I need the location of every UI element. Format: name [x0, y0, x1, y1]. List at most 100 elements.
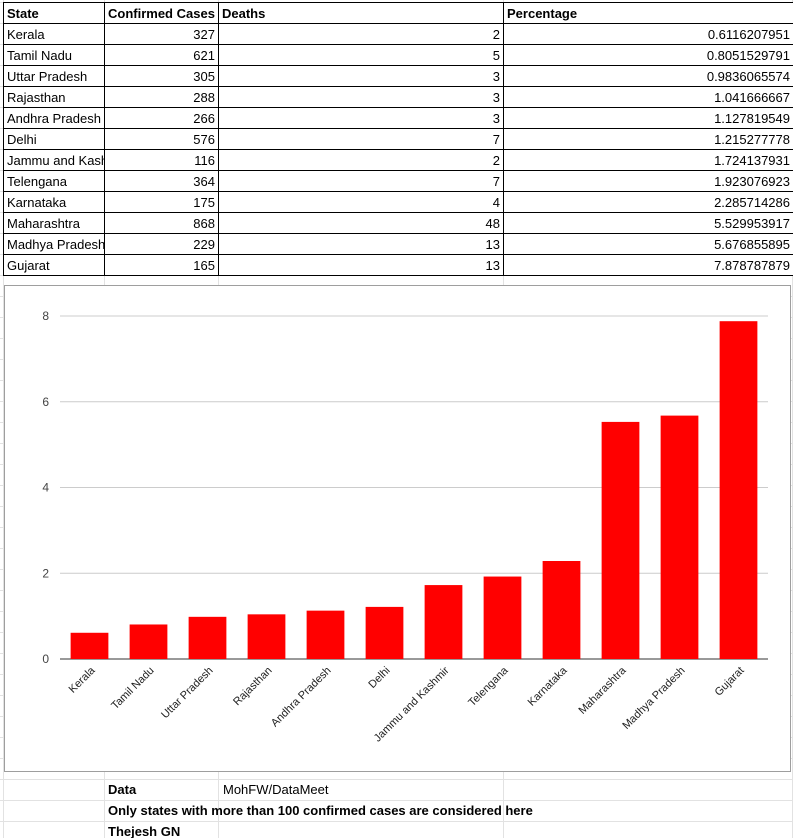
cell-state[interactable]: Andhra Pradesh — [3, 107, 105, 129]
data-label[interactable]: Data — [108, 782, 137, 797]
bar-chart[interactable]: 0 2 4 6 8 Kerala Tamil Nadu Uttar Pradesh Rajast… — [4, 285, 791, 772]
cell-confirmed[interactable]: 288 — [104, 86, 219, 108]
bar[interactable] — [542, 561, 581, 659]
grid-line — [3, 0, 4, 838]
table-row: Telengana 364 7 1.923076923 — [3, 170, 793, 192]
cell-percentage[interactable]: 2.285714286 — [503, 191, 793, 213]
cell-percentage[interactable]: 1.041666667 — [503, 86, 793, 108]
cell-deaths[interactable]: 13 — [218, 233, 504, 255]
cell-percentage[interactable]: 5.529953917 — [503, 212, 793, 234]
cell-percentage[interactable]: 1.724137931 — [503, 149, 793, 171]
table-row: Rajasthan 288 3 1.041666667 — [3, 86, 793, 108]
cell-percentage[interactable]: 1.127819549 — [503, 107, 793, 129]
footer-note-row: Only states with more than 100 confirmed… — [0, 800, 793, 821]
cell-deaths[interactable]: 3 — [218, 86, 504, 108]
grid-line — [0, 779, 793, 780]
y-tick-label: 4 — [42, 481, 49, 495]
footer-author-row: Thejesh GN — [0, 821, 793, 838]
header-deaths[interactable]: Deaths — [218, 2, 504, 24]
cell-deaths[interactable]: 7 — [218, 128, 504, 150]
bar[interactable] — [424, 585, 463, 659]
cell-confirmed[interactable]: 621 — [104, 44, 219, 66]
cell-state[interactable]: Uttar Pradesh — [3, 65, 105, 87]
x-tick-label: Andhra Pradesh — [269, 665, 334, 730]
cell-state[interactable]: Madhya Pradesh — [3, 233, 105, 255]
table-row: Delhi 576 7 1.215277778 — [3, 128, 793, 150]
grid-line — [0, 275, 793, 276]
bar[interactable] — [129, 624, 168, 659]
x-tick-label: Gujarat — [713, 665, 747, 699]
cell-state[interactable]: Telengana — [3, 170, 105, 192]
cell-confirmed[interactable]: 868 — [104, 212, 219, 234]
cell-deaths[interactable]: 3 — [218, 65, 504, 87]
x-tick-label: Rajasthan — [231, 665, 275, 709]
table-row: Karnataka 175 4 2.285714286 — [3, 191, 793, 213]
cell-deaths[interactable]: 2 — [218, 149, 504, 171]
x-tick-label: Uttar Pradesh — [159, 665, 215, 721]
cell-state[interactable]: Kerala — [3, 23, 105, 45]
table-row: Andhra Pradesh 266 3 1.127819549 — [3, 107, 793, 129]
table-row: Madhya Pradesh 229 13 5.676855895 — [3, 233, 793, 255]
table-row: Kerala 327 2 0.6116207951 — [3, 23, 793, 45]
cell-confirmed[interactable]: 165 — [104, 254, 219, 276]
cell-percentage[interactable]: 0.9836065574 — [503, 65, 793, 87]
table-row: Uttar Pradesh 305 3 0.9836065574 — [3, 65, 793, 87]
x-tick-label: Karnataka — [526, 664, 571, 709]
cell-percentage[interactable]: 1.215277778 — [503, 128, 793, 150]
cell-confirmed[interactable]: 116 — [104, 149, 219, 171]
cell-percentage[interactable]: 1.923076923 — [503, 170, 793, 192]
cell-state[interactable]: Karnataka — [3, 191, 105, 213]
header-confirmed-cases[interactable]: Confirmed Cases — [104, 2, 219, 24]
cell-state[interactable]: Rajasthan — [3, 86, 105, 108]
cell-deaths[interactable]: 2 — [218, 23, 504, 45]
cell-confirmed[interactable]: 305 — [104, 65, 219, 87]
cell-percentage[interactable]: 7.878787879 — [503, 254, 793, 276]
footer-note[interactable]: Only states with more than 100 confirmed… — [108, 803, 533, 818]
cell-deaths[interactable]: 5 — [218, 44, 504, 66]
data-table: State Confirmed Cases Deaths Percentage … — [3, 2, 793, 276]
table-header-row: State Confirmed Cases Deaths Percentage — [3, 2, 793, 24]
y-tick-label: 0 — [42, 652, 49, 666]
cell-deaths[interactable]: 7 — [218, 170, 504, 192]
bar[interactable] — [719, 321, 758, 659]
cell-deaths[interactable]: 13 — [218, 254, 504, 276]
y-tick-label: 2 — [42, 566, 49, 580]
cell-state[interactable]: Gujarat — [3, 254, 105, 276]
table-row: Gujarat 165 13 7.878787879 — [3, 254, 793, 276]
bar[interactable] — [306, 610, 345, 659]
cell-percentage[interactable]: 0.6116207951 — [503, 23, 793, 45]
cell-state[interactable]: Maharashtra — [3, 212, 105, 234]
bar[interactable] — [188, 616, 227, 659]
x-tick-label: Tamil Nadu — [109, 665, 156, 712]
cell-confirmed[interactable]: 229 — [104, 233, 219, 255]
cell-deaths[interactable]: 4 — [218, 191, 504, 213]
bar[interactable] — [660, 415, 699, 659]
bar[interactable] — [70, 632, 109, 659]
table-row: Jammu and Kashmir11621.724137931 — [3, 149, 793, 171]
cell-state[interactable]: Jammu and Kashmir — [3, 149, 105, 171]
cell-percentage[interactable]: 5.676855895 — [503, 233, 793, 255]
cell-confirmed[interactable]: 576 — [104, 128, 219, 150]
bar[interactable] — [483, 576, 522, 659]
cell-confirmed[interactable]: 327 — [104, 23, 219, 45]
bar[interactable] — [601, 421, 640, 659]
cell-confirmed[interactable]: 266 — [104, 107, 219, 129]
data-source[interactable]: MohFW/DataMeet — [223, 782, 329, 797]
header-state[interactable]: State — [3, 2, 105, 24]
footer-author[interactable]: Thejesh GN — [108, 824, 181, 838]
cell-confirmed[interactable]: 175 — [104, 191, 219, 213]
bar[interactable] — [247, 614, 286, 659]
cell-confirmed[interactable]: 364 — [104, 170, 219, 192]
grid-line — [0, 800, 793, 801]
x-tick-label: Kerala — [67, 664, 99, 696]
x-tick-label: Telengana — [466, 664, 511, 709]
cell-percentage[interactable]: 0.8051529791 — [503, 44, 793, 66]
y-tick-label: 8 — [42, 309, 49, 323]
cell-deaths[interactable]: 48 — [218, 212, 504, 234]
bar[interactable] — [365, 606, 404, 659]
chart-canvas: 0 2 4 6 8 Kerala Tamil Nadu Uttar Pradesh Rajast… — [42, 309, 768, 744]
cell-deaths[interactable]: 3 — [218, 107, 504, 129]
header-percentage[interactable]: Percentage — [503, 2, 793, 24]
cell-state[interactable]: Tamil Nadu — [3, 44, 105, 66]
cell-state[interactable]: Delhi — [3, 128, 105, 150]
